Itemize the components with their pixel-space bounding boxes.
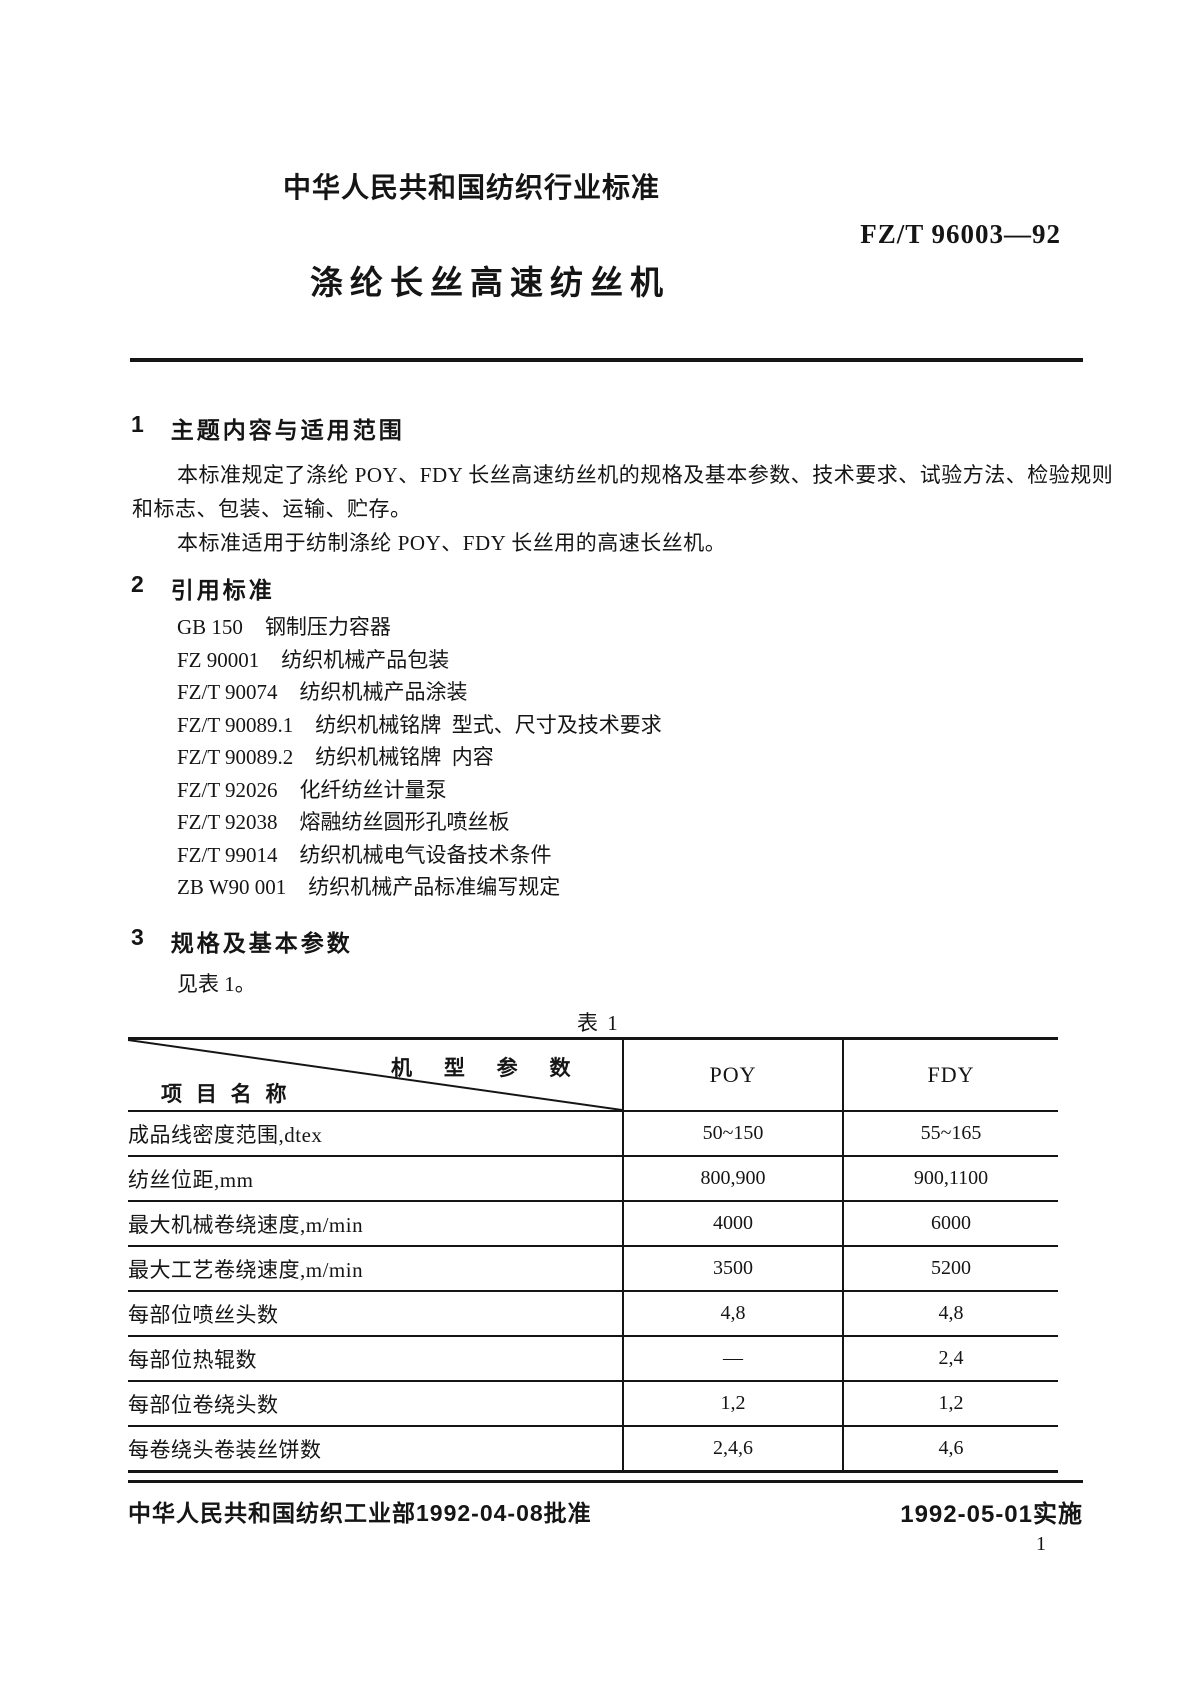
footer: 中华人民共和国纺织工业部1992-04-08批准 1992-05-01实施 [128, 1494, 1083, 1529]
reference-code: GB 150 [177, 615, 243, 639]
row-item-label: 每部位喷丝头数 [128, 1290, 623, 1336]
document-title: 涤纶长丝高速纺丝机 [310, 264, 670, 301]
poy-value: 1,2 [622, 1380, 843, 1426]
reference-item: FZ/T 90074 纺织机械产品涂装 [177, 676, 662, 709]
reference-code: FZ/T 90089.1 [177, 712, 294, 737]
spec-table: 机 型 参 数 项 目 名 称 POY FDY 成品线密度范围,dtex 50~… [128, 1037, 1058, 1473]
reference-item: GB 150 钢制压力容器 [177, 611, 662, 644]
reference-code: FZ 90001 [177, 647, 260, 672]
reference-code: FZ/T 92038 [177, 810, 278, 834]
section-3-title: 规格及基本参数 [170, 930, 353, 956]
corner-label-item-name: 项 目 名 称 [161, 1083, 291, 1106]
row-item-label: 最大工艺卷绕速度,m/min [128, 1245, 623, 1291]
poy-value: 2,4,6 [622, 1425, 843, 1472]
fdy-value: 5200 [842, 1245, 1058, 1291]
table-row: 每卷绕头卷装丝饼数 2,4,6 4,6 [128, 1425, 1058, 1472]
reference-code: FZ/T 99014 [177, 842, 278, 867]
section-1-paragraph-line-1: 本标准规定了涤纶 POY、FDY 长丝高速纺丝机的规格及基本参数、技术要求、试验… [177, 463, 1114, 487]
reference-name: 纺织机械产品涂装 [299, 680, 468, 704]
reference-item: FZ/T 92038 熔融纺丝圆形孔喷丝板 [177, 806, 662, 839]
table-row: 每部位卷绕头数 1,2 1,2 [128, 1380, 1058, 1426]
fdy-value: 55~165 [842, 1110, 1058, 1156]
reference-item: FZ/T 99014 纺织机械电气设备技术条件 [177, 839, 662, 872]
row-item-label: 每部位卷绕头数 [128, 1380, 623, 1426]
reference-name: 熔融纺丝圆形孔喷丝板 [299, 810, 510, 834]
table-row: 最大工艺卷绕速度,m/min 3500 5200 [128, 1245, 1058, 1291]
standard-code: FZ/T 96003—92 [860, 219, 1061, 249]
row-item-label: 纺丝位距,mm [128, 1155, 623, 1201]
fdy-value: 1,2 [842, 1380, 1058, 1426]
reference-code: FZ/T 90089.2 [177, 745, 294, 769]
reference-item: ZB W90 001 纺织机械产品标准编写规定 [177, 871, 662, 904]
column-header-poy: POY [622, 1038, 843, 1111]
corner-label-machine-type: 机 型 参 数 [391, 1057, 584, 1080]
reference-list: GB 150 钢制压力容器 FZ 90001 纺织机械产品包装 FZ/T 90074… [177, 611, 662, 904]
see-table-note: 见表 1。 [177, 972, 256, 996]
table-row: 纺丝位距,mm 800,900 900,1100 [128, 1155, 1058, 1201]
poy-value: 50~150 [622, 1110, 843, 1156]
reference-code: ZB W90 001 [177, 875, 287, 899]
table-row: 最大机械卷绕速度,m/min 4000 6000 [128, 1200, 1058, 1246]
row-item-label: 每卷绕头卷装丝饼数 [128, 1425, 623, 1472]
approval-statement: 中华人民共和国纺织工业部1992-04-08批准 [128, 1500, 592, 1526]
fdy-value: 4,6 [842, 1425, 1058, 1472]
reference-code: FZ/T 90074 [177, 680, 278, 704]
implementation-date: 1992-05-01实施 [900, 1501, 1083, 1528]
row-item-label: 成品线密度范围,dtex [128, 1110, 623, 1156]
table-caption: 表 1 [577, 1011, 620, 1035]
page-number: 1 [1036, 1533, 1046, 1555]
footer-rule [128, 1480, 1083, 1483]
section-1-number: 1 [131, 411, 147, 437]
table-header-row: 机 型 参 数 项 目 名 称 POY FDY [128, 1038, 1058, 1112]
diagonal-line [128, 1040, 622, 1110]
section-1-heading: 1 主题内容与适用范围 [131, 411, 405, 445]
reference-item: FZ/T 90089.1 纺织机械铭牌 型式、尺寸及技术要求 [177, 709, 662, 742]
section-1-paragraph-line-2: 和标志、包装、运输、贮存。 [132, 497, 412, 521]
reference-name: 化纤纺丝计量泵 [299, 777, 447, 802]
reference-item: FZ/T 92026 化纤纺丝计量泵 [177, 774, 662, 807]
table-corner-cell: 机 型 参 数 项 目 名 称 [128, 1039, 623, 1112]
reference-item: FZ 90001 纺织机械产品包装 [177, 644, 662, 677]
reference-name: 纺织机械电气设备技术条件 [299, 842, 552, 867]
table-row: 成品线密度范围,dtex 50~150 55~165 [128, 1110, 1058, 1156]
column-header-fdy: FDY [842, 1038, 1058, 1111]
section-1-paragraph-2: 本标准适用于纺制涤纶 POY、FDY 长丝用的高速长丝机。 [177, 531, 727, 555]
section-2-heading: 2 引用标准 [131, 571, 275, 605]
section-2-number: 2 [131, 571, 147, 597]
table-row: 每部位热辊数 — 2,4 [128, 1335, 1058, 1381]
reference-name: 纺织机械铭牌 内容 [315, 745, 494, 769]
reference-name: 纺织机械产品包装 [281, 647, 450, 672]
row-item-label: 最大机械卷绕速度,m/min [128, 1200, 623, 1246]
section-3-heading: 3 规格及基本参数 [131, 924, 353, 958]
fdy-value: 2,4 [842, 1335, 1058, 1381]
reference-name: 钢制压力容器 [264, 615, 391, 639]
poy-value: 3500 [622, 1245, 843, 1291]
section-3-number: 3 [131, 924, 147, 950]
poy-value: 800,900 [622, 1155, 843, 1201]
row-item-label: 每部位热辊数 [128, 1335, 623, 1381]
title-rule [130, 358, 1083, 362]
fdy-value: 900,1100 [842, 1155, 1058, 1201]
reference-name: 纺织机械铭牌 型式、尺寸及技术要求 [315, 712, 662, 737]
reference-code: FZ/T 92026 [177, 777, 278, 802]
reference-name: 纺织机械产品标准编写规定 [308, 875, 561, 899]
section-1-title: 主题内容与适用范围 [170, 417, 405, 443]
poy-value: 4,8 [622, 1290, 843, 1336]
standard-org-line: 中华人民共和国纺织行业标准 [283, 172, 661, 203]
poy-value: 4000 [622, 1200, 843, 1246]
fdy-value: 6000 [842, 1200, 1058, 1246]
table-row: 每部位喷丝头数 4,8 4,8 [128, 1290, 1058, 1336]
reference-item: FZ/T 90089.2 纺织机械铭牌 内容 [177, 741, 662, 774]
section-2-title: 引用标准 [170, 577, 275, 603]
fdy-value: 4,8 [842, 1290, 1058, 1336]
poy-value: — [622, 1335, 843, 1381]
